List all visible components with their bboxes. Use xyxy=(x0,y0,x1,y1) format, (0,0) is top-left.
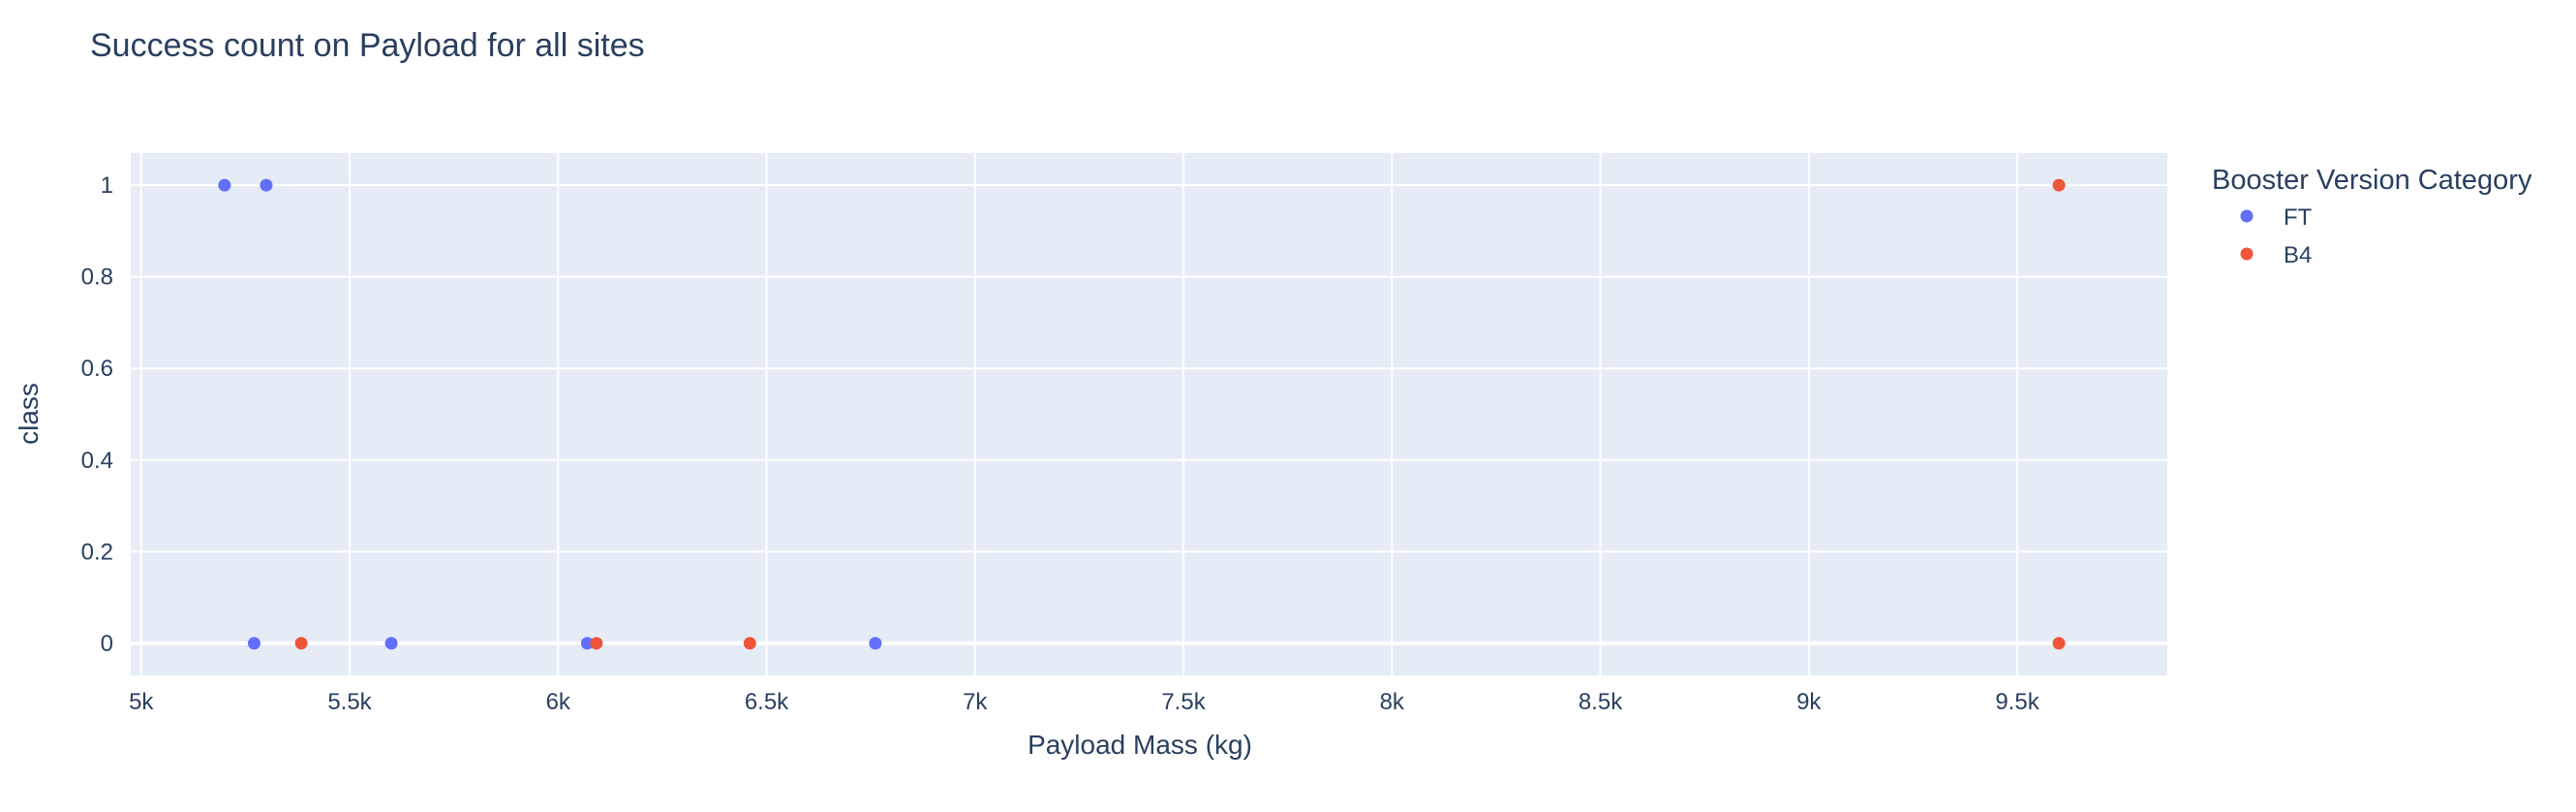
legend: Booster Version Category FT B4 xyxy=(2212,165,2532,268)
x-tick-label: 7.5k xyxy=(1161,689,1206,715)
y-axis-label: class xyxy=(14,383,44,445)
x-axis-ticks: 5k 5.5k 6k 6.5k 7k 7.5k 8k 8.5k 9k 9.5k xyxy=(129,689,2040,715)
legend-label: FT xyxy=(2284,204,2313,231)
x-tick-label: 9k xyxy=(1796,689,1822,715)
y-tick-label: 0.4 xyxy=(81,448,113,474)
data-point xyxy=(2052,637,2066,650)
x-tick-label: 7k xyxy=(963,689,988,715)
x-tick-label: 5.5k xyxy=(327,689,372,715)
y-tick-label: 0 xyxy=(101,631,113,657)
x-tick-label: 6.5k xyxy=(745,689,789,715)
legend-marker xyxy=(2240,247,2254,261)
x-tick-label: 8k xyxy=(1380,689,1405,715)
legend-items: FT B4 xyxy=(2240,204,2313,268)
gridlines xyxy=(131,153,2167,675)
y-tick-label: 0.6 xyxy=(81,356,113,382)
data-points xyxy=(218,178,2066,650)
data-point xyxy=(218,178,231,192)
x-tick-label: 5k xyxy=(129,689,154,715)
x-axis-label: Payload Mass (kg) xyxy=(1027,730,1252,760)
y-tick-label: 0.2 xyxy=(81,539,113,565)
legend-item-ft: FT xyxy=(2240,204,2313,231)
data-point xyxy=(743,637,756,650)
chart-title: Success count on Payload for all sites xyxy=(90,27,645,64)
y-axis-ticks: 0 0.2 0.4 0.6 0.8 1 xyxy=(81,172,113,657)
legend-marker xyxy=(2240,209,2254,223)
series-b4 xyxy=(294,178,2066,650)
data-point xyxy=(384,637,398,650)
data-point xyxy=(260,178,273,192)
x-tick-label: 6k xyxy=(546,689,571,715)
data-point xyxy=(2052,178,2066,192)
data-point xyxy=(869,637,882,650)
data-point xyxy=(590,637,603,650)
x-tick-label: 8.5k xyxy=(1579,689,1623,715)
legend-label: B4 xyxy=(2284,242,2312,268)
data-point xyxy=(247,637,261,650)
plot-area xyxy=(131,153,2167,675)
data-point xyxy=(294,637,308,650)
y-tick-label: 0.8 xyxy=(81,265,113,291)
series-ft xyxy=(218,178,882,650)
data-point xyxy=(580,637,594,650)
legend-title: Booster Version Category xyxy=(2212,165,2532,196)
x-tick-label: 9.5k xyxy=(1995,689,2039,715)
legend-item-b4: B4 xyxy=(2240,242,2312,268)
y-tick-label: 1 xyxy=(101,172,113,199)
